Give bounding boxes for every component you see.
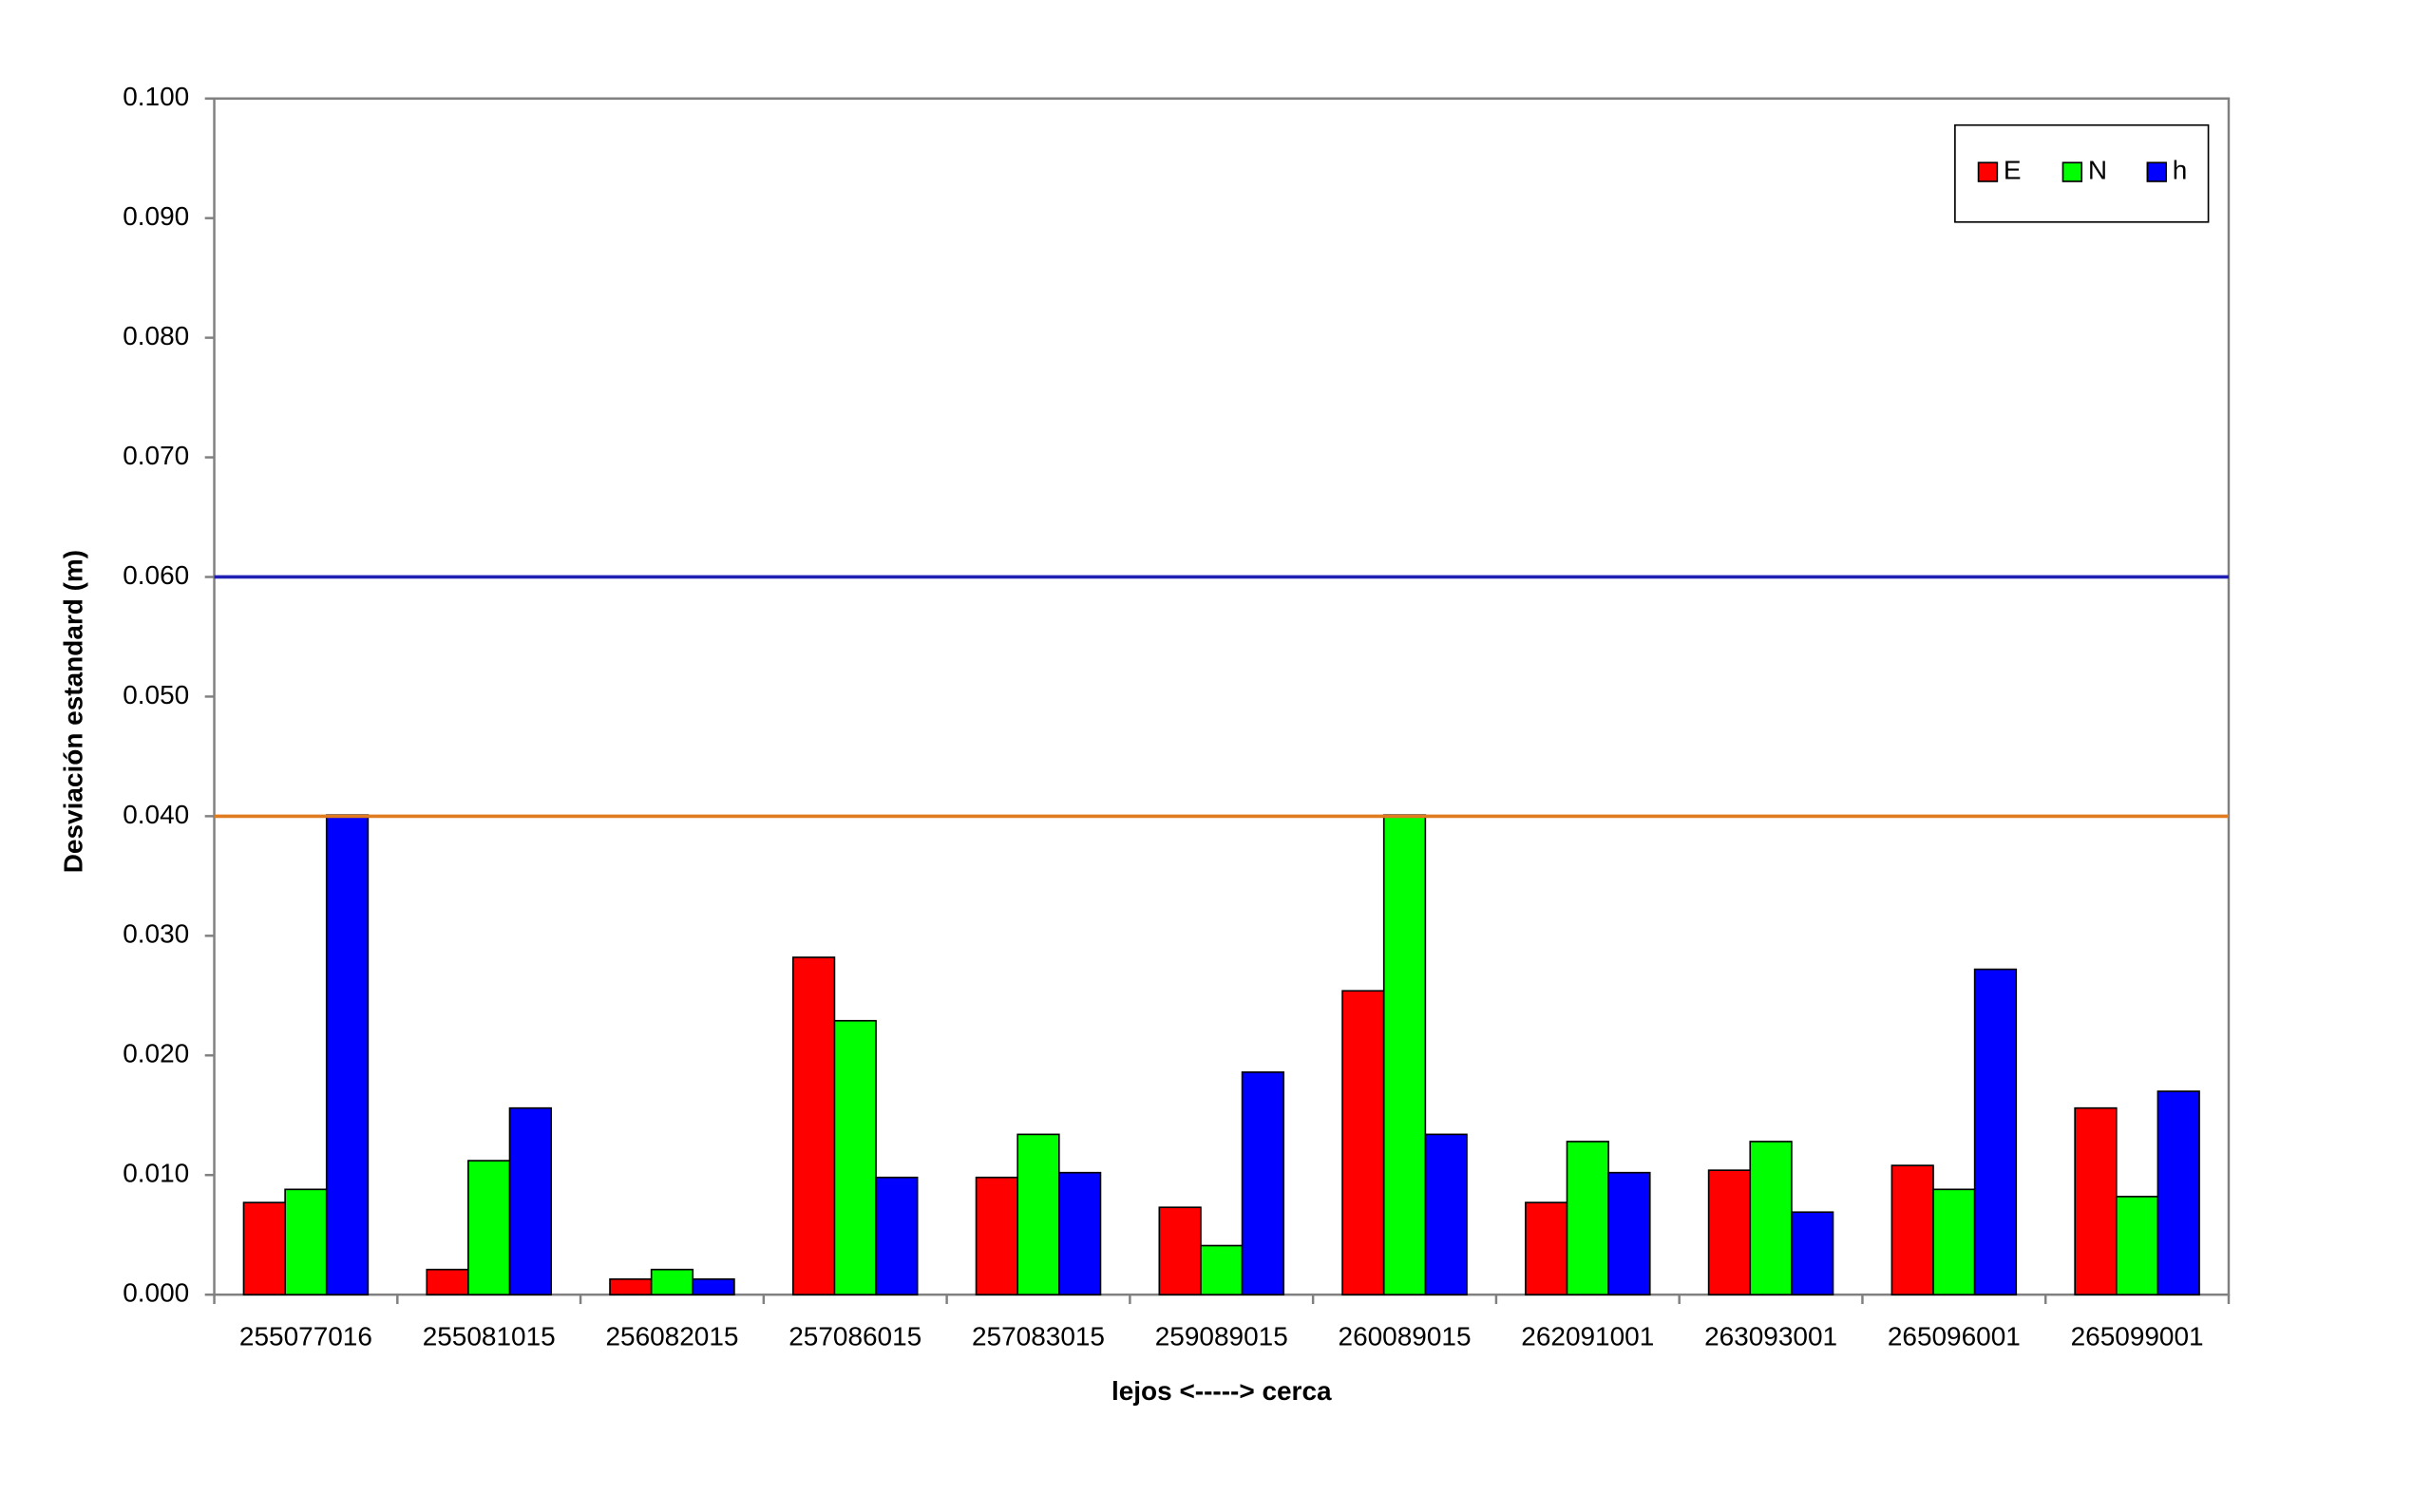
bar [1973,968,2018,1295]
y-tick-label: 0.040 [123,800,189,829]
bar [975,1176,1019,1295]
bar [1241,1071,1285,1295]
x-tick-label: 262091001 [1521,1322,1654,1351]
bar [325,814,370,1295]
bar [284,1188,328,1295]
x-tick-label: 255077016 [239,1322,372,1351]
x-tick-label: 256082015 [605,1322,738,1351]
bar [508,1106,552,1295]
bar [833,1019,877,1295]
bar [1749,1141,1793,1295]
x-tick-label: 259089015 [1155,1322,1288,1351]
bar [1341,990,1385,1295]
bar [1016,1133,1060,1295]
bar [1890,1164,1934,1295]
y-tick-label: 0.060 [123,560,189,590]
y-tick-label: 0.010 [123,1159,189,1188]
bar [467,1160,511,1295]
y-tick-label: 0.000 [123,1278,189,1308]
x-axis-label: lejos <-----> cerca [1112,1376,1332,1406]
legend-swatch [2146,161,2167,182]
x-tick-label: 263093001 [1704,1322,1837,1351]
legend-swatch [2062,161,2083,182]
bar [1932,1188,1976,1295]
bar [609,1277,653,1295]
legend-swatch [1977,161,1999,182]
bar [791,956,836,1295]
bar [242,1201,286,1295]
bar [692,1277,735,1295]
bar [1200,1244,1244,1295]
bar [1791,1211,1834,1295]
y-tick-label: 0.070 [123,441,189,470]
bar [2074,1106,2118,1295]
y-tick-label: 0.100 [123,82,189,111]
y-axis-label: Desviación estandard (m) [58,550,87,873]
x-tick-label: 265099001 [2071,1322,2204,1351]
y-tick-label: 0.030 [123,919,189,949]
bar [1382,814,1427,1295]
y-tick-label: 0.020 [123,1039,189,1068]
bar [1057,1171,1102,1295]
bar [2115,1196,2159,1295]
y-tick-label: 0.080 [123,321,189,350]
bar [1158,1206,1202,1295]
y-tick-label: 0.090 [123,201,189,231]
x-tick-label: 257083015 [972,1322,1105,1351]
bar [426,1268,469,1295]
legend-label: E [2004,155,2022,184]
bar [2156,1090,2200,1295]
bar [1525,1201,1568,1295]
bar [1607,1171,1651,1295]
bar [1424,1133,1468,1295]
bar [1707,1169,1752,1295]
bar [650,1268,694,1295]
x-tick-label: 260089015 [1339,1322,1472,1351]
y-tick-label: 0.050 [123,680,189,709]
x-tick-label: 265096001 [1888,1322,2021,1351]
x-tick-label: 257086015 [788,1322,922,1351]
x-tick-label: 255081015 [423,1322,556,1351]
legend-label: h [2173,155,2188,184]
bar [875,1176,919,1295]
legend-label: N [2088,155,2107,184]
bar [1566,1141,1609,1295]
